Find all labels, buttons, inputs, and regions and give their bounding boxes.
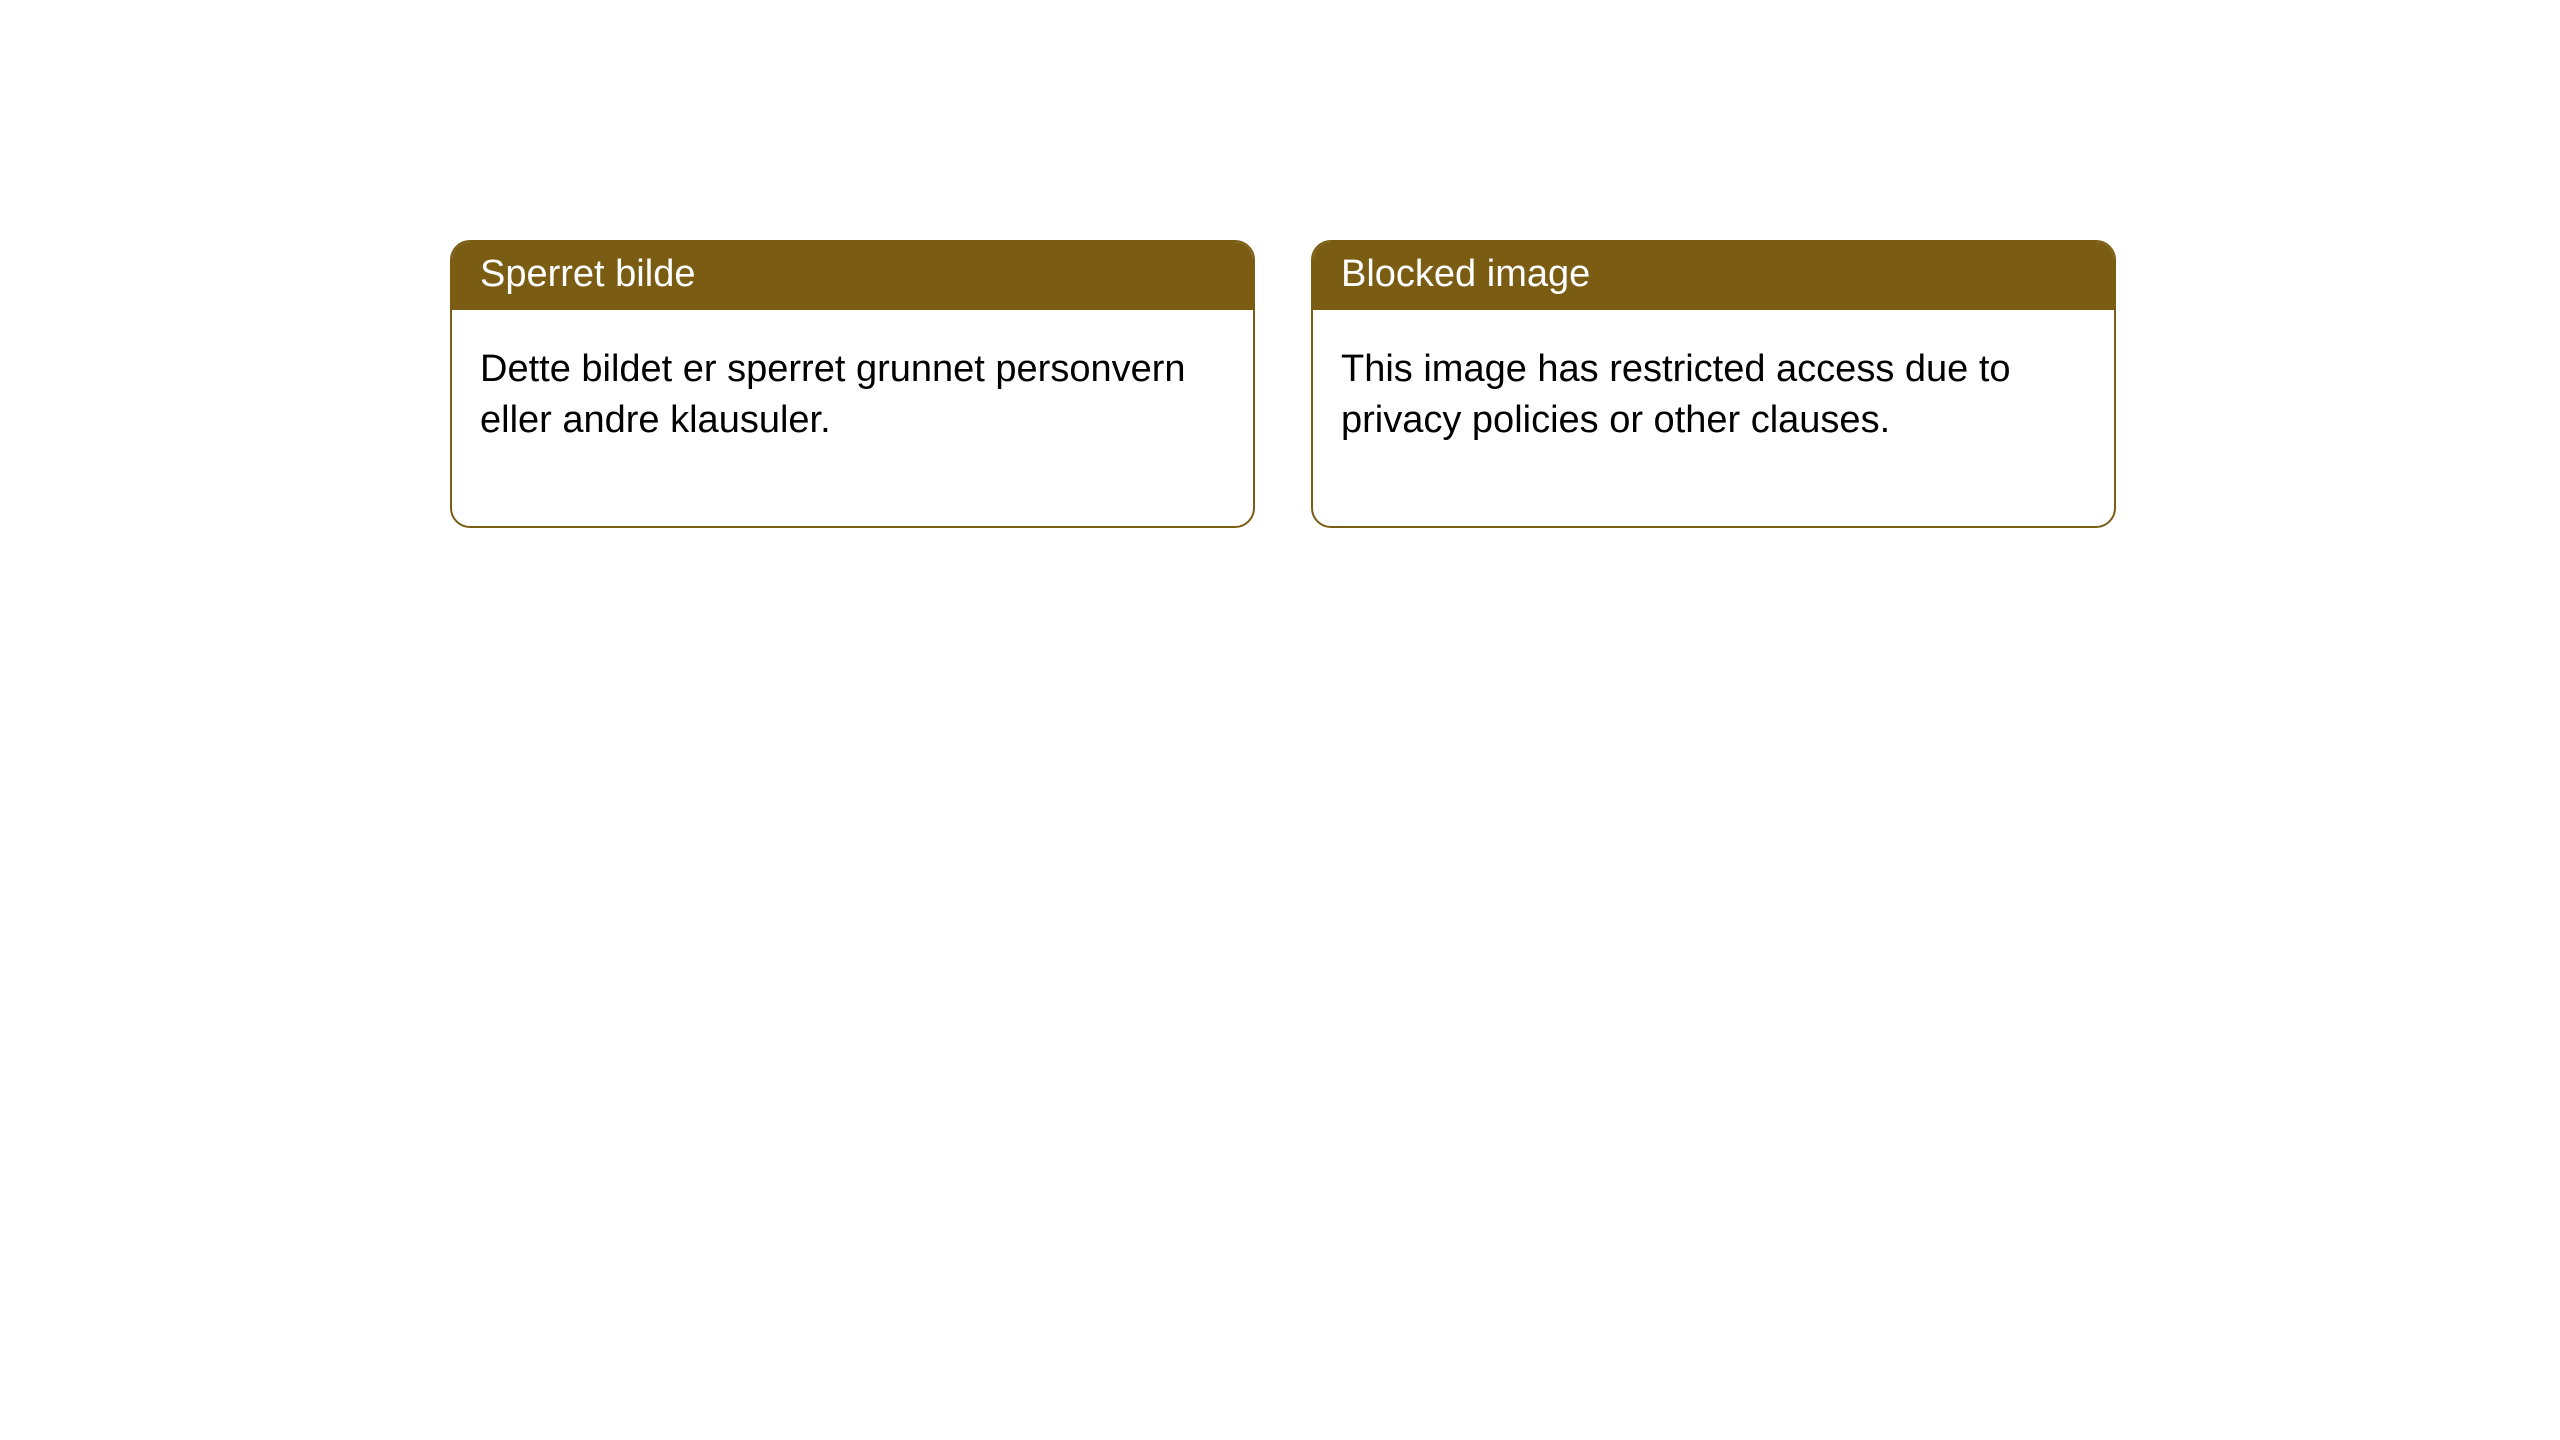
notice-title-norwegian: Sperret bilde [452,242,1253,310]
notice-body-english: This image has restricted access due to … [1313,310,2114,527]
notice-card-english: Blocked image This image has restricted … [1311,240,2116,528]
notice-title-english: Blocked image [1313,242,2114,310]
notice-body-norwegian: Dette bildet er sperret grunnet personve… [452,310,1253,527]
notice-container: Sperret bilde Dette bildet er sperret gr… [0,0,2560,528]
notice-card-norwegian: Sperret bilde Dette bildet er sperret gr… [450,240,1255,528]
